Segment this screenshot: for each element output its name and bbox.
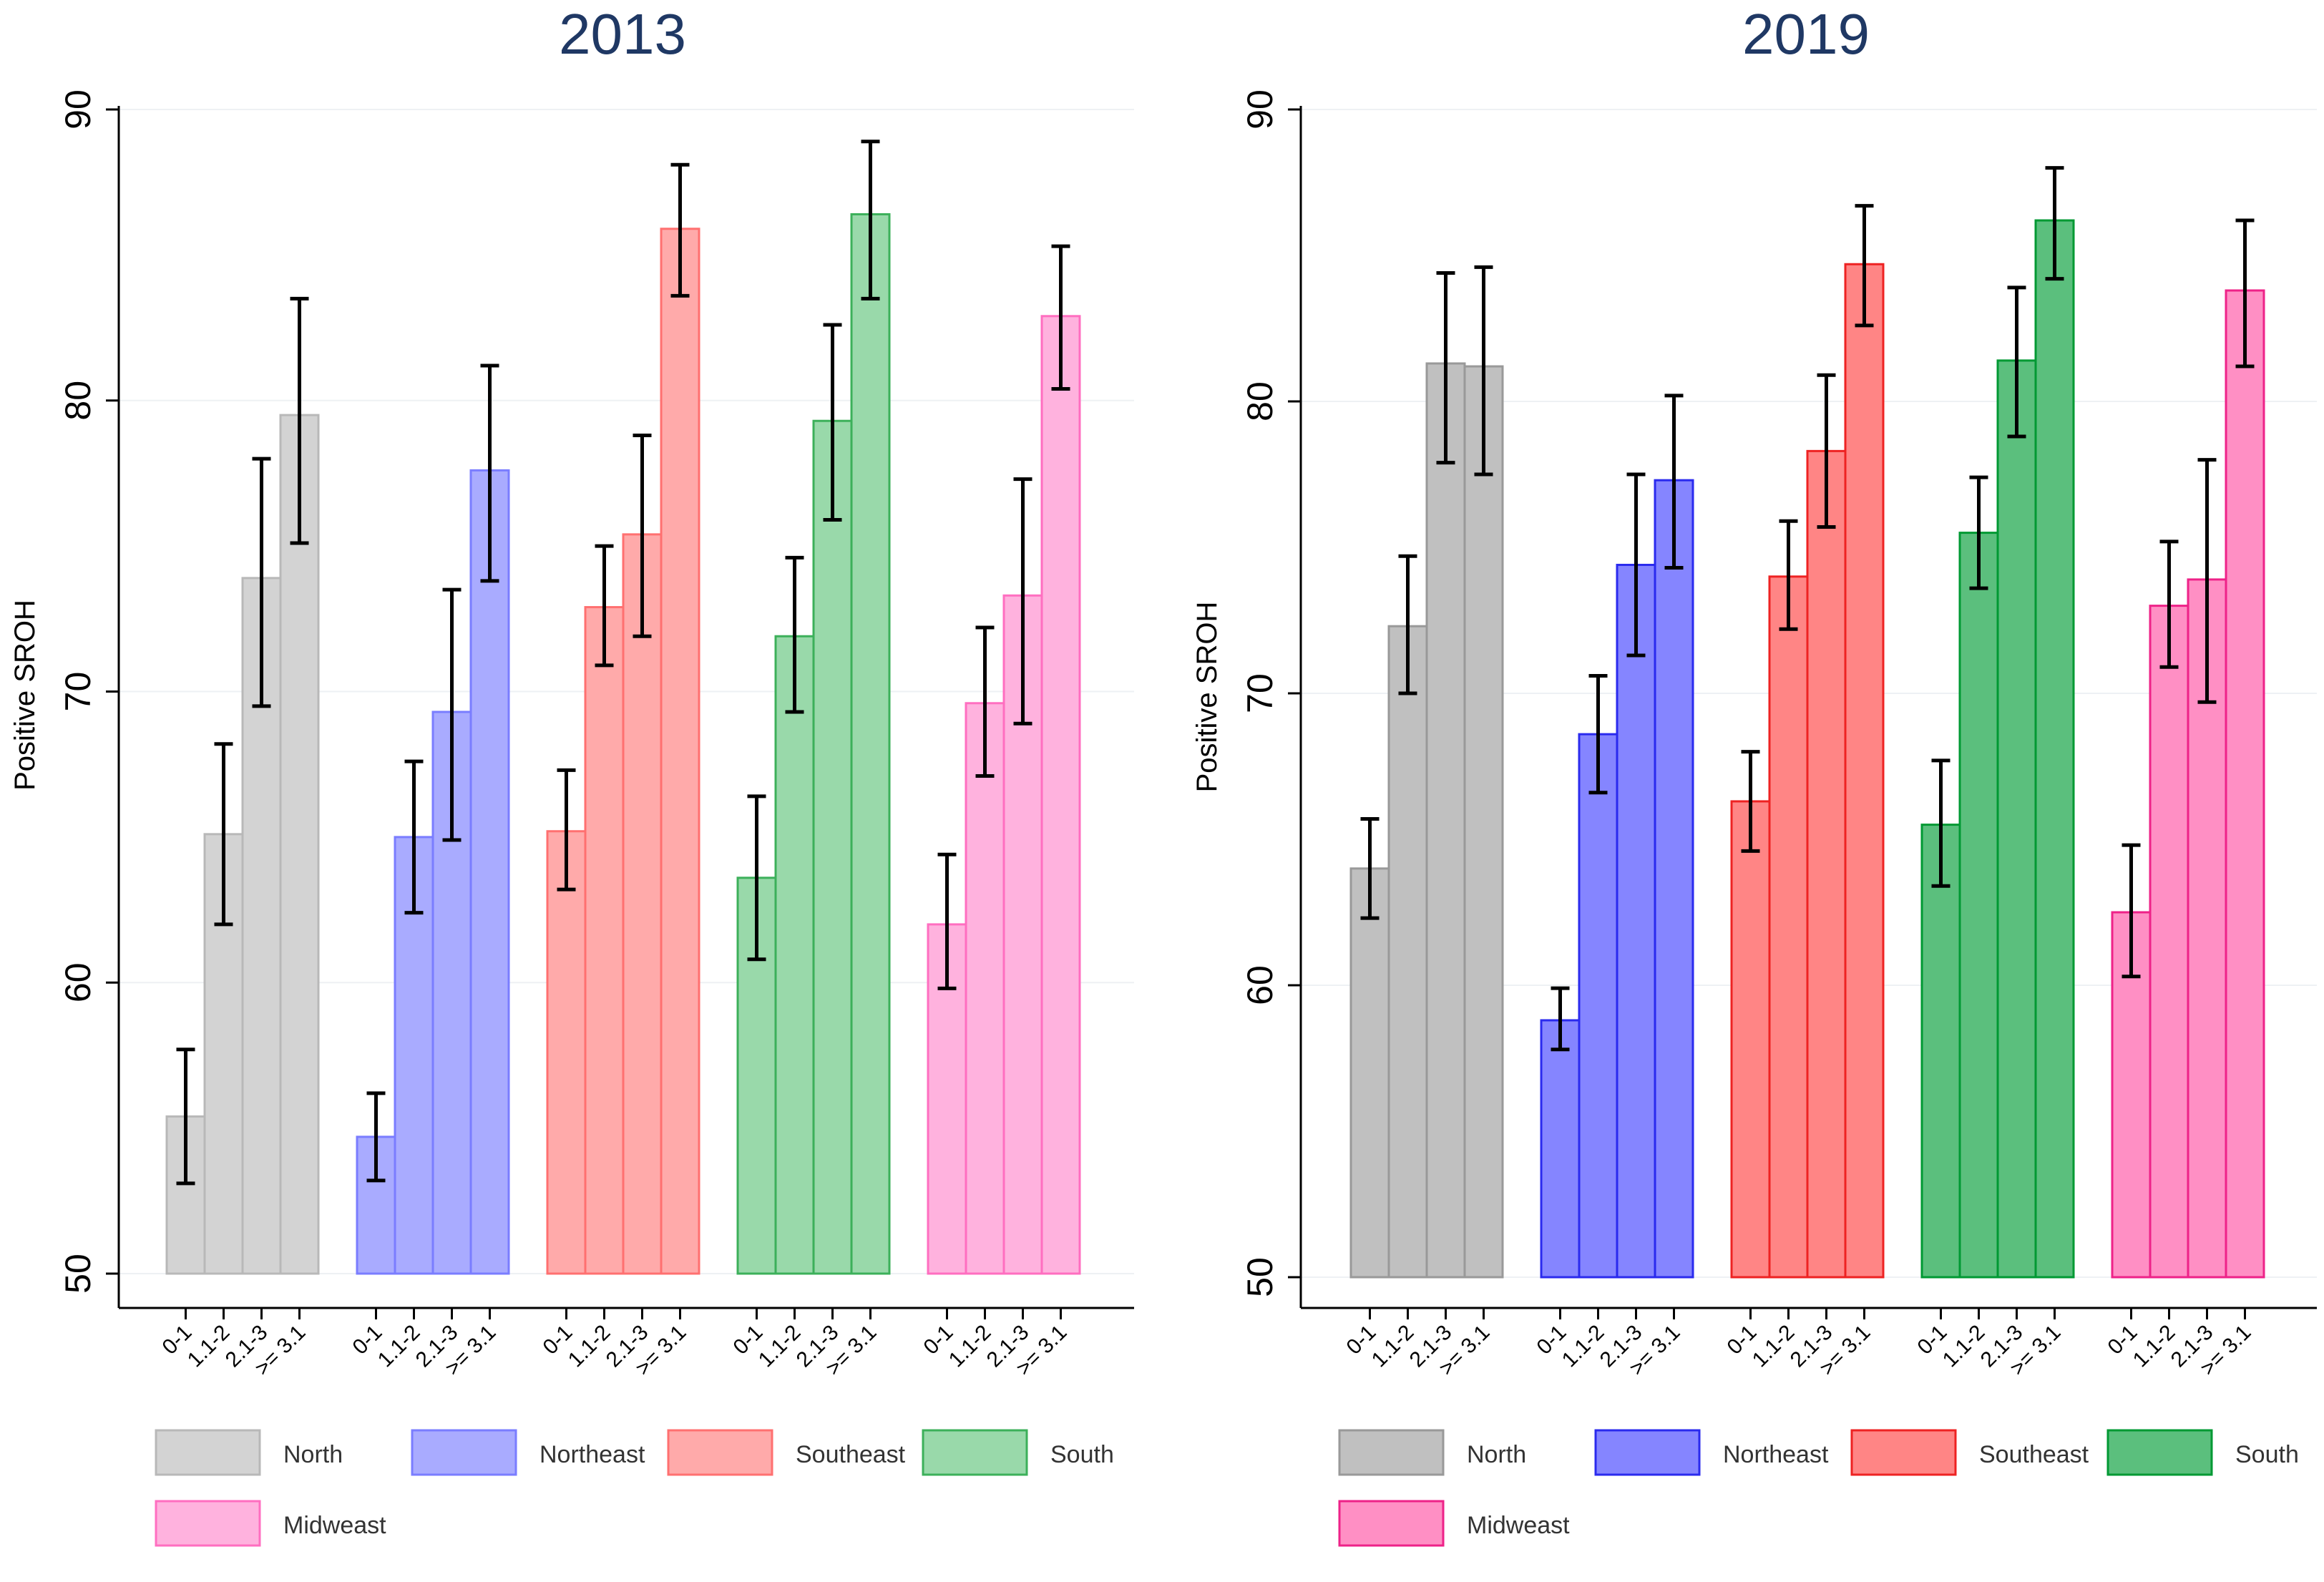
legend-label-south: South	[2235, 1441, 2299, 1468]
bar-southeast-1-1-2	[1768, 575, 1809, 1279]
y-tick-label: 90	[58, 89, 98, 130]
bar-southeast-0-1	[1730, 800, 1771, 1279]
bar-northeast-2-1-3	[1616, 563, 1656, 1279]
bar-south-3-1	[850, 213, 891, 1275]
bar-northeast-3-1	[469, 469, 510, 1275]
x-tick-label: 1.1-2	[2129, 1321, 2180, 1372]
y-tick-label: 70	[1240, 673, 1280, 713]
bar-southeast-3-1	[660, 228, 700, 1275]
series-southeast: 0-11.1-22.1-3>= 3.1	[1722, 204, 1885, 1380]
chart-title: 2019	[1742, 2, 1870, 66]
legend-swatch-north	[155, 1429, 261, 1476]
bar-southeast-3-1	[1844, 263, 1885, 1279]
y-tick-label: 50	[1240, 1257, 1280, 1297]
series-north: 0-11.1-22.1-3>= 3.1	[157, 296, 320, 1380]
y-tick-label: 80	[58, 381, 98, 421]
legend-label-midweast: Midweast	[283, 1512, 386, 1539]
legend-swatch-southeast	[667, 1429, 773, 1476]
bar-north-0-1	[1349, 867, 1390, 1279]
x-tick-label: 1.1-2	[374, 1321, 425, 1372]
y-axis-label: Positive SROH	[1191, 602, 1223, 793]
legend-swatch-south	[2106, 1429, 2213, 1476]
series-south: 0-11.1-22.1-3>= 3.1	[1913, 166, 2075, 1380]
bar-northeast-1-1-2	[1578, 733, 1618, 1279]
legend-label-north: North	[283, 1441, 343, 1468]
bar-northeast-0-1	[1540, 1019, 1581, 1279]
bar-southeast-0-1	[546, 830, 587, 1275]
bar-south-2-1-3	[1996, 359, 2037, 1279]
y-tick-label: 60	[58, 962, 98, 1002]
x-tick-label: 1.1-2	[754, 1321, 806, 1372]
bar-southeast-2-1-3	[1806, 449, 1847, 1279]
x-tick-label: 1.1-2	[1938, 1321, 1990, 1372]
legend-swatch-south	[922, 1429, 1028, 1476]
series-northeast: 0-11.1-22.1-3>= 3.1	[1532, 394, 1694, 1380]
bar-midweast-3-1	[1040, 315, 1081, 1275]
x-tick-label: 1.1-2	[944, 1321, 996, 1372]
series-southeast: 0-11.1-22.1-3>= 3.1	[538, 162, 700, 1380]
bar-south-1-1-2	[1958, 532, 1999, 1279]
bar-south-0-1	[1920, 824, 1961, 1279]
legend-swatch-southeast	[1850, 1429, 1957, 1476]
x-tick-label: 1.1-2	[1748, 1321, 1800, 1372]
bar-north-2-1-3	[1425, 362, 1466, 1279]
bar-south-3-1	[2034, 219, 2075, 1279]
y-axis-label: Positive SROH	[9, 600, 41, 791]
legend-label-north: North	[1467, 1441, 1526, 1468]
legend: North Northeast Southeast South Midweast	[1338, 1429, 2299, 1547]
chart-title: 2013	[559, 2, 686, 66]
series-midweast: 0-11.1-22.1-3>= 3.1	[919, 244, 1081, 1380]
series-midweast: 0-11.1-22.1-3>= 3.1	[2103, 218, 2265, 1380]
chart-panel-2013: 2013 50 60 70 80 90 Positive SROH 0-11.1-22.1-3…	[9, 2, 1134, 1547]
legend: North Northeast Southeast South Midweast	[155, 1429, 1114, 1547]
y-tick-label: 90	[1240, 89, 1280, 130]
legend-swatch-midweast	[1338, 1500, 1445, 1547]
legend-swatch-northeast	[1594, 1429, 1701, 1476]
y-tick-label: 60	[1240, 965, 1280, 1005]
legend-label-southeast: Southeast	[796, 1441, 906, 1468]
series-northeast: 0-11.1-22.1-3>= 3.1	[348, 363, 510, 1380]
legend-label-southeast: Southeast	[1979, 1441, 2089, 1468]
x-tick-label: 1.1-2	[564, 1321, 615, 1372]
bar-southeast-2-1-3	[622, 533, 663, 1275]
bar-northeast-3-1	[1654, 479, 1694, 1279]
series-south: 0-11.1-22.1-3>= 3.1	[728, 140, 891, 1380]
y-tick-label: 80	[1240, 381, 1280, 421]
y-tick-label: 50	[58, 1254, 98, 1294]
legend-label-northeast: Northeast	[1723, 1441, 1829, 1468]
x-tick-label: 1.1-2	[1558, 1321, 1609, 1372]
legend-label-northeast: Northeast	[540, 1441, 645, 1468]
chart-panel-2019: 2019 50 60 70 80 90 Positive SROH 0-11.1-22.1-3…	[1191, 2, 2317, 1547]
bar-midweast-1-1-2	[2149, 605, 2189, 1279]
legend-swatch-north	[1338, 1429, 1445, 1476]
legend-label-south: South	[1050, 1441, 1114, 1468]
bar-midweast-2-1-3	[1002, 594, 1043, 1275]
bar-south-1-1-2	[774, 635, 815, 1275]
x-tick-label: 1.1-2	[183, 1321, 235, 1372]
bar-north-1-1-2	[1387, 625, 1428, 1279]
x-tick-label: 1.1-2	[1367, 1321, 1419, 1372]
y-tick-label: 70	[58, 672, 98, 712]
legend-swatch-midweast	[155, 1500, 261, 1547]
legend-swatch-northeast	[411, 1429, 517, 1476]
legend-label-midweast: Midweast	[1467, 1512, 1570, 1539]
bar-southeast-1-1-2	[584, 606, 625, 1275]
bar-midweast-3-1	[2225, 289, 2265, 1279]
series-north: 0-11.1-22.1-3>= 3.1	[1342, 265, 1504, 1380]
bar-north-3-1	[1463, 365, 1504, 1279]
bar-midweast-1-1-2	[965, 702, 1005, 1275]
bar-south-2-1-3	[812, 419, 853, 1275]
